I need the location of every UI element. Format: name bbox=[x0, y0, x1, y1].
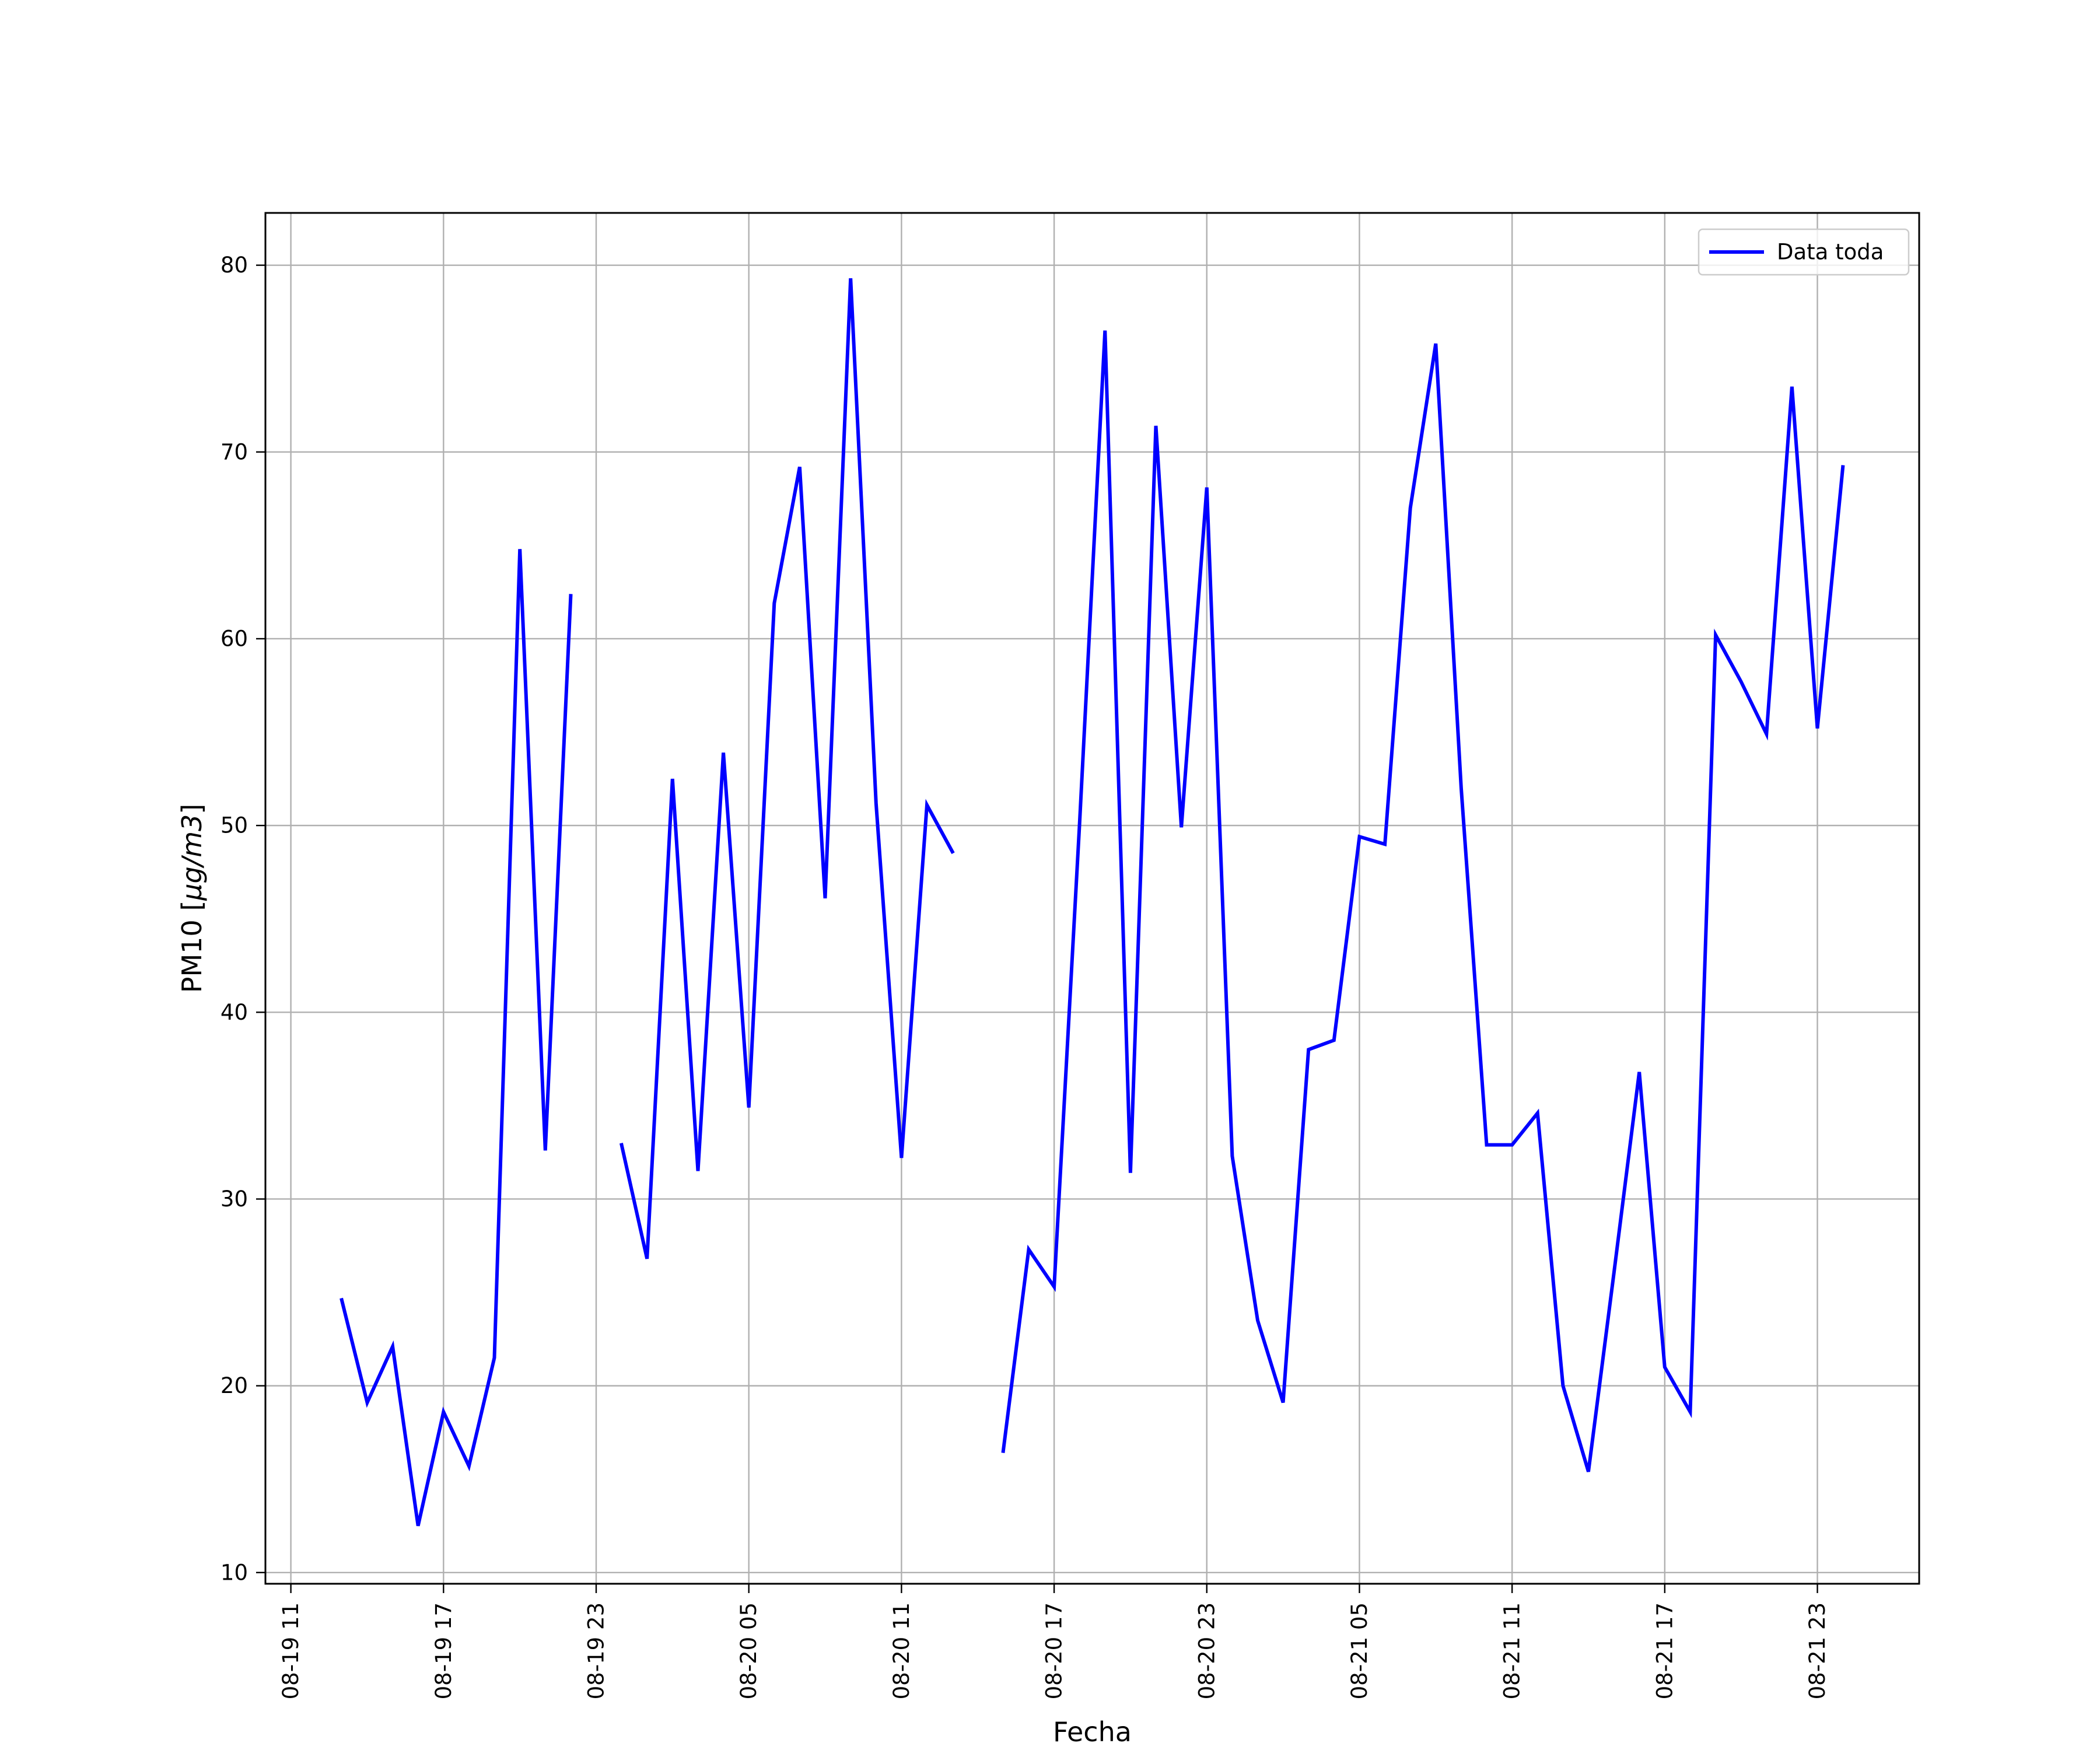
series-line-segment bbox=[620, 278, 955, 1259]
y-tick-label: 70 bbox=[220, 439, 248, 464]
x-tick-label: 08-20 11 bbox=[889, 1602, 914, 1699]
legend-box bbox=[1698, 228, 1910, 276]
x-tick-label: 08-20 17 bbox=[1042, 1602, 1067, 1699]
axis-ticks: 08-19 11 08-19 17 08-19 23 08-20 05 08-20 11… bbox=[220, 253, 1830, 1699]
y-tick-label: 50 bbox=[220, 813, 248, 838]
plot-frame bbox=[264, 212, 1920, 1585]
x-tick-label: 08-21 11 bbox=[1500, 1602, 1525, 1699]
series-line-segment bbox=[1001, 330, 1845, 1472]
series-layer bbox=[340, 278, 1845, 1527]
y-axis-title-unit: μg/m3 bbox=[176, 814, 208, 901]
x-tick-label: 08-19 23 bbox=[584, 1602, 609, 1699]
y-tick-label: 60 bbox=[220, 626, 248, 651]
y-axis-title-prefix: PM10 [ bbox=[176, 901, 208, 993]
x-tick-label: 08-21 05 bbox=[1347, 1602, 1372, 1699]
grid-lines bbox=[265, 213, 1919, 1584]
x-axis-title: Fecha bbox=[1053, 1716, 1132, 1748]
x-tick-label: 08-20 23 bbox=[1194, 1602, 1219, 1699]
series-line-segment bbox=[340, 549, 573, 1527]
x-tick-label: 08-21 23 bbox=[1805, 1602, 1830, 1699]
y-tick-label: 30 bbox=[220, 1186, 248, 1212]
y-tick-label: 20 bbox=[220, 1373, 248, 1398]
y-tick-label: 10 bbox=[220, 1560, 248, 1585]
y-tick-label: 40 bbox=[220, 1000, 248, 1025]
y-axis-title: PM10 [μg/m3] bbox=[176, 804, 208, 993]
legend-entry-label: Data toda bbox=[1777, 240, 1884, 265]
y-tick-label: 80 bbox=[220, 253, 248, 278]
x-tick-label: 08-20 05 bbox=[736, 1602, 761, 1699]
x-tick-label: 08-19 17 bbox=[431, 1602, 456, 1699]
x-tick-label: 08-21 17 bbox=[1652, 1602, 1677, 1699]
x-tick-label: 08-19 11 bbox=[278, 1602, 303, 1699]
legend: Data toda bbox=[1698, 228, 1910, 276]
y-axis-title-suffix: ] bbox=[176, 804, 208, 814]
